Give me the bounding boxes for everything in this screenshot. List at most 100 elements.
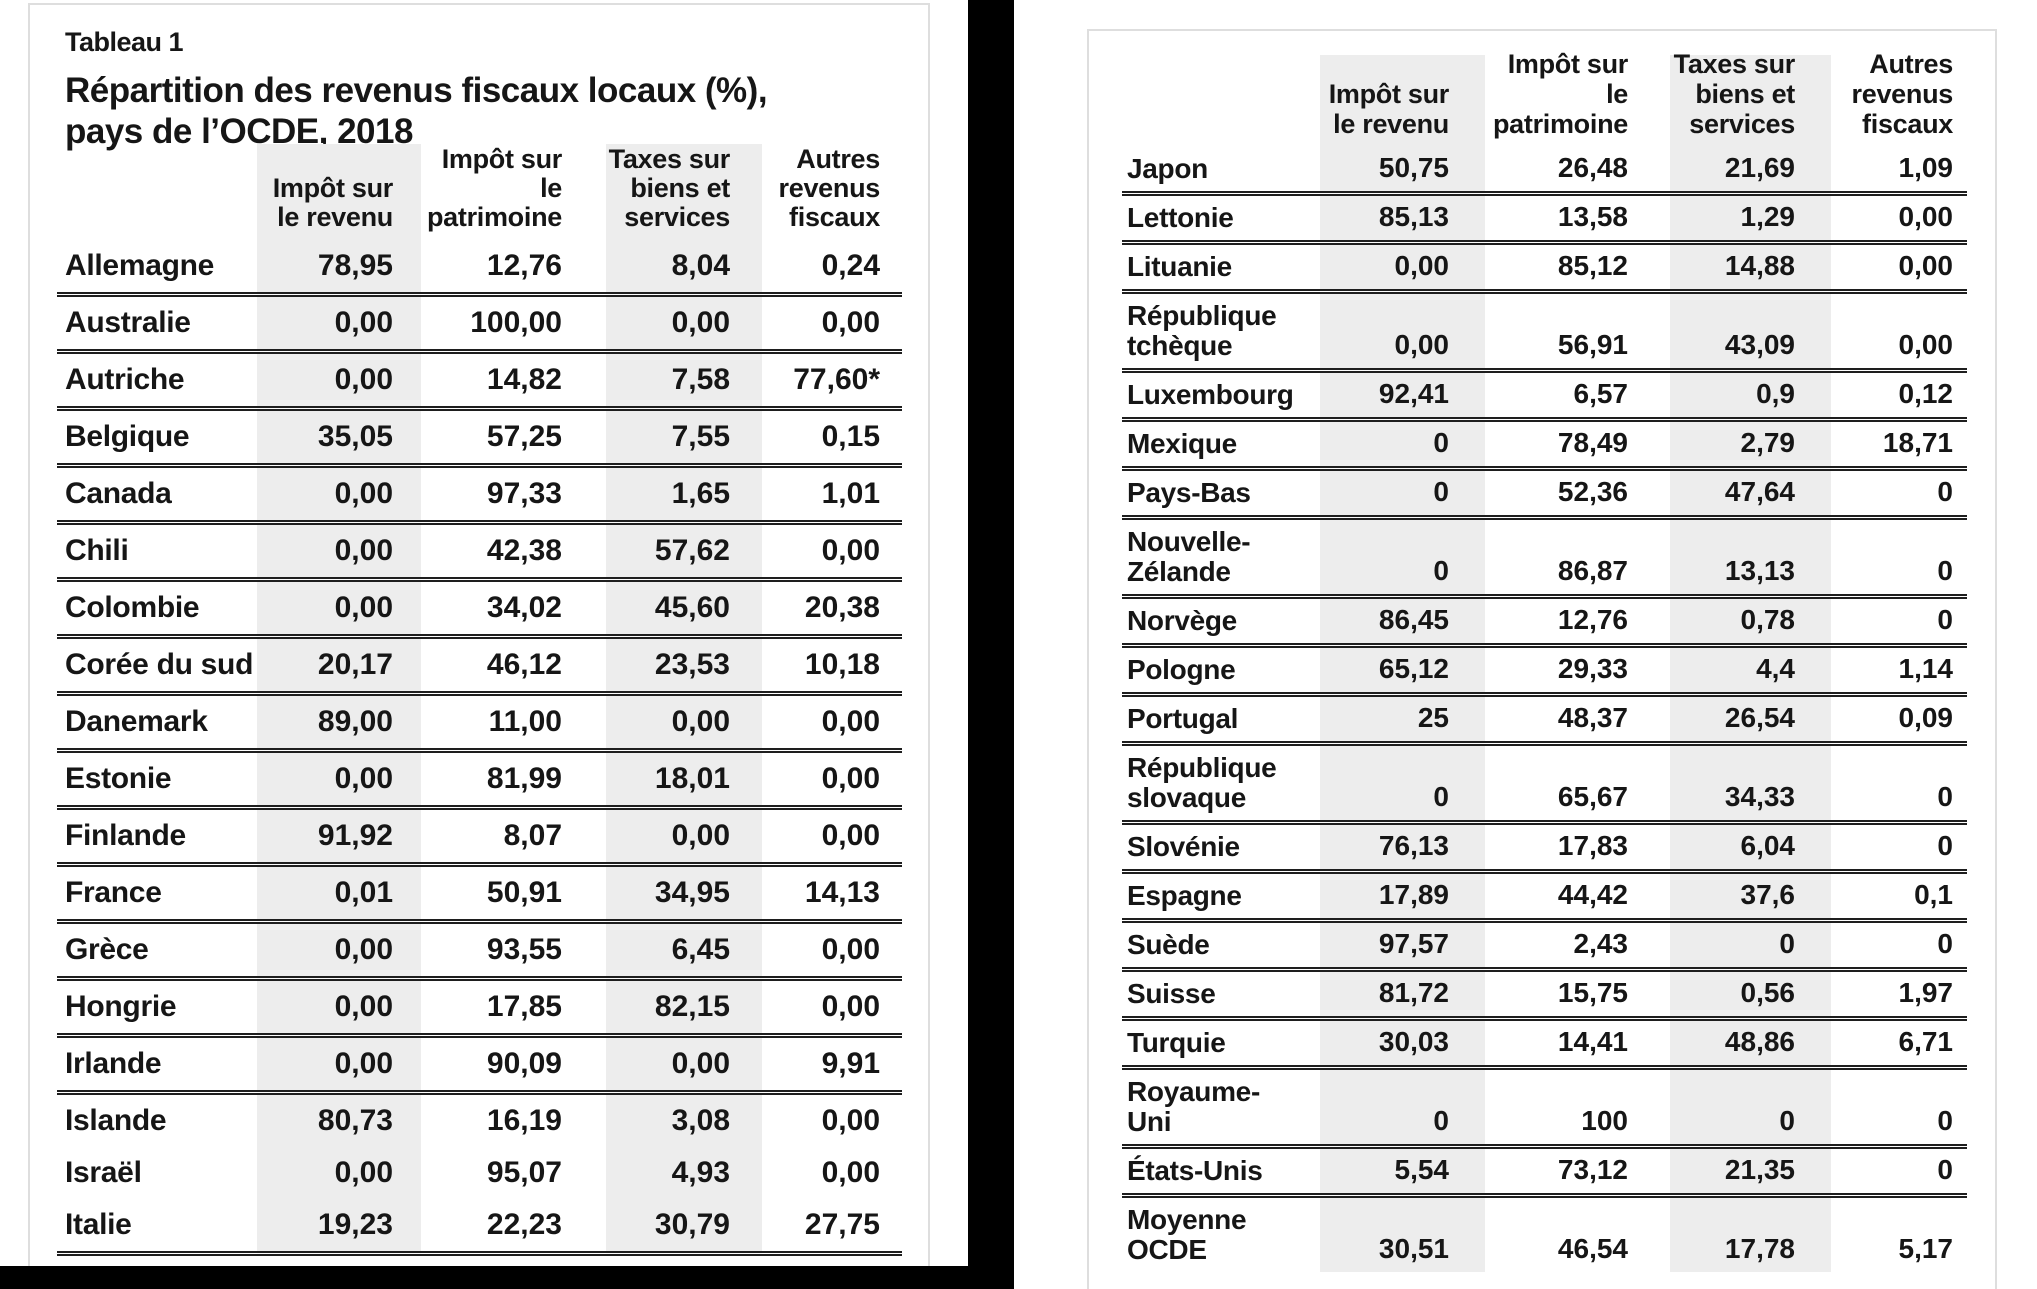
value-cell: 57,25 xyxy=(486,420,562,453)
value-cell: 1,65 xyxy=(671,477,730,510)
table-row: Lituanie 0,00 85,12 14,88 0,00 xyxy=(1122,245,1967,289)
country-cell: Corée du sud xyxy=(65,648,254,681)
value-cell: 0 xyxy=(1937,781,1953,812)
value-cell: 56,91 xyxy=(1557,329,1628,360)
value-cell: 95,07 xyxy=(486,1156,562,1189)
country-cell: Danemark xyxy=(65,705,208,738)
country-cell: Chili xyxy=(65,534,129,567)
row-separator-line xyxy=(57,406,902,411)
country-cell: Nouvelle- Zélande xyxy=(1127,526,1251,587)
value-cell: 90,09 xyxy=(486,1047,562,1080)
row-separator-line xyxy=(1122,1016,1967,1021)
row-separator-line xyxy=(57,1251,902,1256)
table-row: Royaume- Uni 0 100 0 0 xyxy=(1122,1070,1967,1144)
value-cell: 46,12 xyxy=(486,648,562,681)
table-row: Slovénie 76,13 17,83 6,04 0 xyxy=(1122,825,1967,869)
table-row: Espagne 17,89 44,42 37,6 0,1 xyxy=(1122,874,1967,918)
value-cell: 93,55 xyxy=(486,933,562,966)
table-row: Portugal 25 48,37 26,54 0,09 xyxy=(1122,697,1967,741)
column-header: Autres revenus fiscaux xyxy=(778,144,881,232)
value-cell: 21,35 xyxy=(1724,1154,1795,1185)
row-separator-line xyxy=(1122,515,1967,520)
country-cell: Allemagne xyxy=(65,249,215,282)
table-row: Canada 0,00 97,33 1,65 1,01 xyxy=(57,468,902,520)
row-separator-line xyxy=(57,520,902,525)
value-cell: 0,00 xyxy=(334,990,393,1023)
value-cell: 17,89 xyxy=(1378,879,1449,910)
value-cell: 0 xyxy=(1937,830,1953,861)
value-cell: 0 xyxy=(1433,1105,1449,1136)
table-row: Italie 19,23 22,23 30,79 27,75 xyxy=(57,1199,902,1251)
value-cell: 78,95 xyxy=(317,249,393,282)
table-row: Islande 80,73 16,19 3,08 0,00 xyxy=(57,1095,902,1147)
value-cell: 0,12 xyxy=(1898,378,1954,409)
vertical-black-separator-bar xyxy=(968,0,1014,1289)
table-row: Belgique 35,05 57,25 7,55 0,15 xyxy=(57,411,902,463)
value-cell: 47,64 xyxy=(1724,476,1795,507)
tax-table-right: Impôt sur le revenu Impôt sur le patrimoi… xyxy=(1122,49,1967,1272)
country-cell: Espagne xyxy=(1127,880,1242,911)
country-cell: Portugal xyxy=(1127,703,1239,734)
table-header-row: Impôt sur le revenu Impôt sur le patrimoi… xyxy=(1122,49,1967,147)
country-cell: Belgique xyxy=(65,420,190,453)
value-cell: 7,55 xyxy=(671,420,730,453)
value-cell: 50,75 xyxy=(1378,152,1449,183)
value-cell: 0 xyxy=(1779,928,1795,959)
value-cell: 42,38 xyxy=(486,534,562,567)
value-cell: 8,07 xyxy=(503,819,562,852)
table-row: Japon 50,75 26,48 21,69 1,09 xyxy=(1122,147,1967,191)
table-row: Irlande 0,00 90,09 0,00 9,91 xyxy=(57,1038,902,1090)
value-cell: 81,72 xyxy=(1378,977,1449,1008)
bottom-black-bar xyxy=(0,1266,1014,1289)
country-cell: Moyenne OCDE xyxy=(1127,1204,1247,1265)
row-separator-line xyxy=(57,292,902,297)
country-cell: Mexique xyxy=(1127,428,1237,459)
value-cell: 13,13 xyxy=(1724,555,1795,586)
value-cell: 65,67 xyxy=(1557,781,1628,812)
value-cell: 97,33 xyxy=(486,477,562,510)
country-cell: Japon xyxy=(1127,153,1208,184)
value-cell: 7,58 xyxy=(671,363,730,396)
value-cell: 0,00 xyxy=(1898,250,1954,281)
row-separator-line xyxy=(1122,466,1967,471)
value-cell: 2,43 xyxy=(1573,928,1629,959)
value-cell: 6,45 xyxy=(671,933,730,966)
value-cell: 0,00 xyxy=(821,534,880,567)
value-cell: 80,73 xyxy=(317,1104,393,1137)
value-cell: 48,86 xyxy=(1724,1026,1795,1057)
value-cell: 65,12 xyxy=(1378,653,1449,684)
table-row: République slovaque 0 65,67 34,33 0 xyxy=(1122,746,1967,820)
value-cell: 19,23 xyxy=(317,1208,393,1241)
country-cell: Irlande xyxy=(65,1047,162,1080)
row-separator-line xyxy=(57,976,902,981)
country-cell: Hongrie xyxy=(65,990,177,1023)
value-cell: 17,78 xyxy=(1724,1233,1795,1264)
country-cell: Lettonie xyxy=(1127,202,1234,233)
country-cell: Suisse xyxy=(1127,978,1216,1009)
value-cell: 0,00 xyxy=(821,1104,880,1137)
value-cell: 0,00 xyxy=(821,819,880,852)
country-cell: République slovaque xyxy=(1127,752,1277,813)
value-cell: 97,57 xyxy=(1378,928,1449,959)
table-row: Colombie 0,00 34,02 45,60 20,38 xyxy=(57,582,902,634)
value-cell: 37,6 xyxy=(1740,879,1796,910)
country-cell: Grèce xyxy=(65,933,149,966)
value-cell: 0,00 xyxy=(821,705,880,738)
value-cell: 50,91 xyxy=(486,876,562,909)
value-cell: 1,01 xyxy=(821,477,880,510)
value-cell: 23,53 xyxy=(654,648,730,681)
value-cell: 0,00 xyxy=(821,933,880,966)
value-cell: 44,42 xyxy=(1557,879,1628,910)
value-cell: 82,15 xyxy=(654,990,730,1023)
value-cell: 13,58 xyxy=(1557,201,1628,232)
table-row: Suède 97,57 2,43 0 0 xyxy=(1122,923,1967,967)
value-cell: 21,69 xyxy=(1724,152,1795,183)
column-header: Autres revenus fiscaux xyxy=(1851,49,1954,139)
value-cell: 0,15 xyxy=(821,420,880,453)
column-header: Impôt sur le revenu xyxy=(1328,79,1450,139)
row-separator-line xyxy=(57,748,902,753)
value-cell: 20,38 xyxy=(804,591,880,624)
value-cell: 0,00 xyxy=(671,1047,730,1080)
country-cell: Lituanie xyxy=(1127,251,1232,282)
